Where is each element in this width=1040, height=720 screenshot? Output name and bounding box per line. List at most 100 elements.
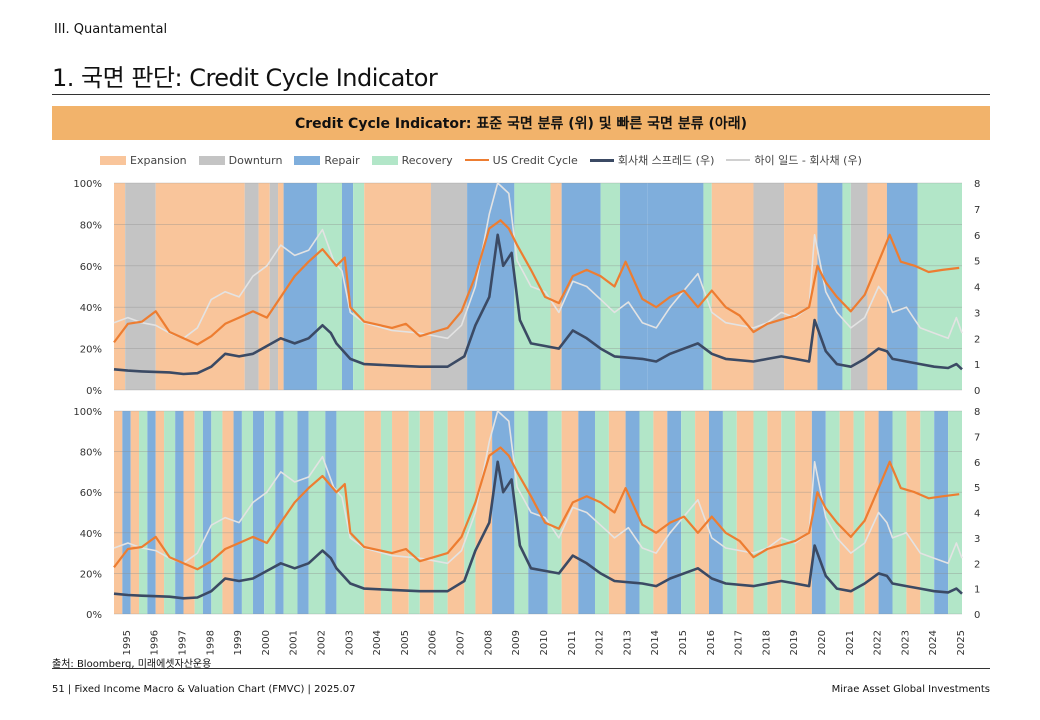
legend-downturn: Downturn xyxy=(198,153,283,167)
legend-downturn-label: Downturn xyxy=(228,153,283,167)
series-line-hy-spread-standard xyxy=(113,182,963,340)
y-tick-right-standard: 5 xyxy=(974,257,980,268)
legend-repair-swatch xyxy=(294,155,321,165)
legend-expansion-swatch xyxy=(100,155,126,165)
y-tick-left-fast: 60% xyxy=(80,488,102,499)
phase-band-fast-recovery xyxy=(892,411,907,614)
y-tick-left-fast: 0% xyxy=(86,610,102,621)
x-tick-label: 2010 xyxy=(539,630,550,655)
phase-band-standard-recovery xyxy=(353,183,365,390)
phase-band-fast-recovery xyxy=(164,411,176,614)
phase-band-fast-expansion xyxy=(114,411,123,614)
phase-band-fast-repair xyxy=(253,411,265,614)
series-line-cycle-standard xyxy=(113,219,960,346)
y-tick-right-fast: 5 xyxy=(974,483,980,494)
legend-recovery-swatch xyxy=(371,155,398,165)
y-tick-left-fast: 100% xyxy=(73,407,102,418)
phase-band-fast-expansion xyxy=(130,411,140,614)
y-tick-left-standard: 80% xyxy=(80,220,102,231)
phase-band-standard-downturn xyxy=(850,183,868,390)
phase-band-fast-expansion xyxy=(736,411,754,614)
y-tick-right-fast: 0 xyxy=(974,610,980,621)
phase-band-fast-expansion xyxy=(447,411,465,614)
legend-repair: Repair xyxy=(294,154,360,167)
y-tick-left-fast: 40% xyxy=(80,529,102,540)
legend-expansion: Expansion xyxy=(100,154,187,167)
phase-band-fast-repair xyxy=(625,411,640,614)
x-tick-label: 2005 xyxy=(400,630,411,655)
x-tick-label: 2006 xyxy=(428,630,439,655)
x-tick-label: 2025 xyxy=(956,630,967,655)
x-tick-label: 2014 xyxy=(650,630,661,655)
series-line-ig-spread-standard xyxy=(113,233,963,376)
phase-band-fast-recovery xyxy=(920,411,935,614)
phase-band-fast-recovery xyxy=(825,411,840,614)
phase-band-standard-repair xyxy=(886,183,918,390)
phase-band-fast-recovery xyxy=(514,411,529,614)
phase-band-fast-recovery xyxy=(722,411,737,614)
phase-band-standard-expansion xyxy=(784,183,818,390)
legend-downturn-swatch xyxy=(198,155,225,165)
page-title: 1. 국면 판단: Credit Cycle Indicator xyxy=(52,64,438,92)
x-tick-label: 2011 xyxy=(567,630,578,655)
x-tick-label: 2015 xyxy=(678,630,689,655)
title-divider xyxy=(52,94,990,95)
phase-band-fast-expansion xyxy=(864,411,879,614)
phase-band-fast-expansion xyxy=(222,411,234,614)
series-line-hy-spread-fast xyxy=(113,410,963,565)
phase-band-standard-downturn xyxy=(269,183,279,390)
x-tick-label: 2012 xyxy=(595,630,606,655)
phase-band-fast-recovery xyxy=(853,411,865,614)
x-tick-label: 2019 xyxy=(789,630,800,655)
phase-band-standard-repair xyxy=(647,183,704,390)
phase-band-standard-expansion xyxy=(867,183,887,390)
legend-hy-spread: 하이 일드 - 회사채 (우) xyxy=(726,152,862,168)
phase-band-standard-expansion xyxy=(114,183,126,390)
phase-band-fast-recovery xyxy=(336,411,365,614)
legend-cycle-line xyxy=(464,159,489,161)
x-tick-label: 2008 xyxy=(483,630,494,655)
phase-band-fast-repair xyxy=(122,411,131,614)
y-tick-right-standard: 6 xyxy=(974,231,980,242)
phase-band-fast-recovery xyxy=(639,411,654,614)
legend-cycle-label: US Credit Cycle xyxy=(492,153,578,167)
phase-band-fast-repair xyxy=(297,411,309,614)
legend-ig-spread-line xyxy=(589,158,614,162)
phase-band-fast-expansion xyxy=(364,411,381,614)
phase-band-fast-repair xyxy=(528,411,548,614)
phase-band-standard-recovery xyxy=(917,183,962,390)
y-tick-right-standard: 0 xyxy=(974,386,980,397)
phase-band-fast-expansion xyxy=(155,411,165,614)
phase-band-standard-downturn xyxy=(430,183,468,390)
x-tick-label: 2016 xyxy=(706,630,717,655)
phase-band-fast-expansion xyxy=(419,411,434,614)
y-tick-right-fast: 1 xyxy=(974,585,980,596)
phase-band-fast-recovery xyxy=(139,411,148,614)
phase-band-fast-recovery xyxy=(408,411,420,614)
phase-band-standard-repair xyxy=(283,183,317,390)
phase-band-fast-repair xyxy=(275,411,284,614)
y-tick-right-fast: 4 xyxy=(974,509,980,520)
phase-band-fast-recovery xyxy=(308,411,326,614)
phase-band-fast-expansion xyxy=(653,411,668,614)
x-tick-label: 2022 xyxy=(873,630,884,655)
section-label: III. Quantamental xyxy=(54,22,168,37)
phase-band-fast-recovery xyxy=(594,411,609,614)
phase-band-fast-recovery xyxy=(753,411,768,614)
y-tick-left-fast: 80% xyxy=(80,448,102,459)
phase-band-fast-repair xyxy=(175,411,184,614)
phase-band-fast-recovery xyxy=(433,411,448,614)
footer-page-info: 51 | Fixed Income Macro & Valuation Char… xyxy=(52,684,356,695)
x-tick-label: 1999 xyxy=(233,630,244,655)
phase-band-standard-recovery xyxy=(316,183,342,390)
x-tick-label: 1997 xyxy=(178,630,189,655)
phase-band-fast-expansion xyxy=(839,411,854,614)
phase-band-standard-repair xyxy=(620,183,648,390)
source-note: 출처: Bloomberg, 미래에셋자산운용 xyxy=(52,659,212,670)
x-tick-label: 2021 xyxy=(845,630,856,655)
phase-band-fast-expansion xyxy=(795,411,812,614)
series-line-ig-spread-fast xyxy=(113,460,963,600)
chart-legend: Expansion Downturn Repair Recovery US Cr… xyxy=(100,151,990,169)
y-tick-right-standard: 3 xyxy=(974,308,980,319)
